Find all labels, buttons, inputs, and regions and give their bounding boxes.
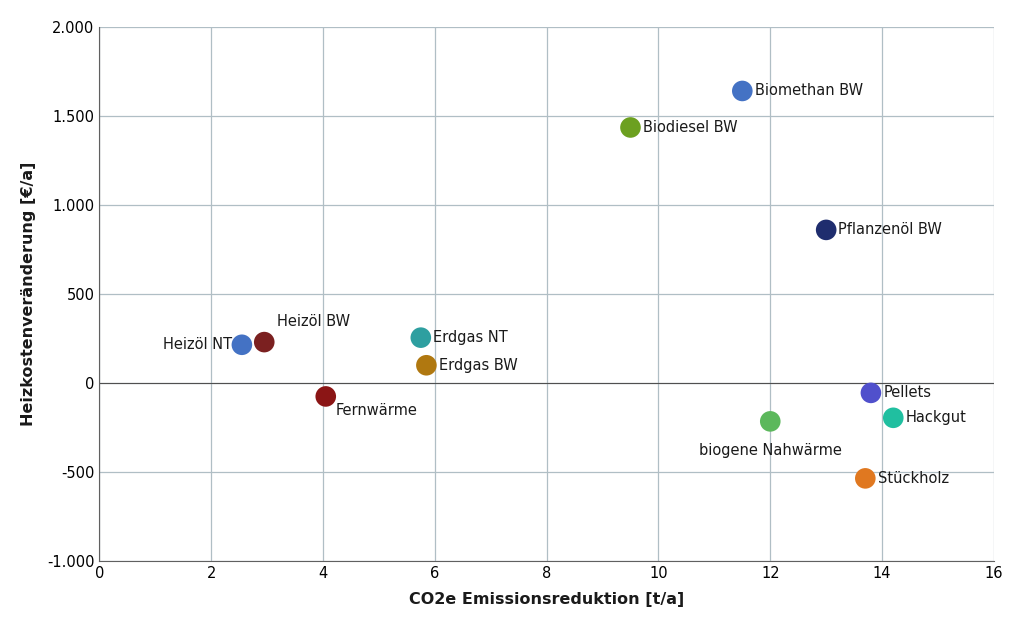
Point xyxy=(623,122,639,133)
Text: Heizöl NT: Heizöl NT xyxy=(163,337,231,352)
Y-axis label: Heizkostenveränderung [€/a]: Heizkostenveränderung [€/a] xyxy=(20,162,36,426)
Text: Pellets: Pellets xyxy=(884,386,931,401)
Point xyxy=(418,360,434,371)
Point xyxy=(857,474,873,484)
Text: Fernwärme: Fernwärme xyxy=(336,403,418,418)
Point xyxy=(256,337,272,347)
X-axis label: CO2e Emissionsreduktion [t/a]: CO2e Emissionsreduktion [t/a] xyxy=(409,592,684,607)
Text: Stückholz: Stückholz xyxy=(878,471,949,486)
Text: Pflanzenöl BW: Pflanzenöl BW xyxy=(839,222,942,237)
Text: Biomethan BW: Biomethan BW xyxy=(755,84,863,99)
Point xyxy=(818,225,835,235)
Text: Erdgas NT: Erdgas NT xyxy=(433,330,508,345)
Point xyxy=(413,333,429,343)
Point xyxy=(734,86,751,96)
Point xyxy=(885,413,901,423)
Text: Heizöl BW: Heizöl BW xyxy=(276,314,349,328)
Point xyxy=(762,416,778,426)
Text: Erdgas BW: Erdgas BW xyxy=(438,358,517,373)
Point xyxy=(862,388,879,398)
Text: biogene Nahwärme: biogene Nahwärme xyxy=(698,443,842,458)
Point xyxy=(233,340,250,350)
Text: Biodiesel BW: Biodiesel BW xyxy=(643,120,737,135)
Point xyxy=(317,391,334,401)
Text: Hackgut: Hackgut xyxy=(905,410,967,425)
